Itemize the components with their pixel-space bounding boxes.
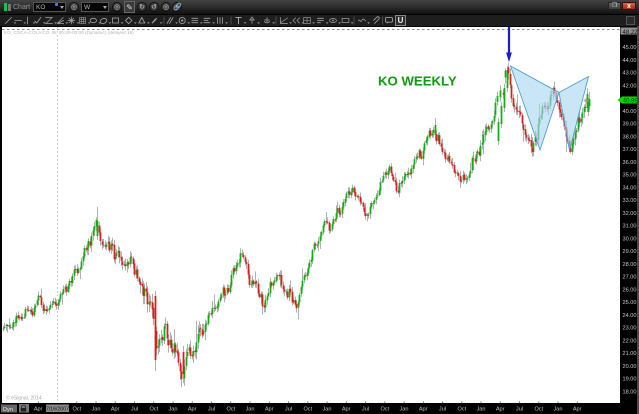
svg-text:23.00: 23.00 — [623, 326, 637, 332]
svg-text:Jan: Jan — [553, 407, 562, 413]
svg-text:KO, COCA-COLA CO, W, 00:00-00:: KO, COCA-COLA CO, W, 00:00-00:00 (Dynami… — [4, 30, 134, 35]
svg-text:32.00: 32.00 — [623, 211, 637, 217]
svg-text:27.00: 27.00 — [623, 275, 637, 281]
svg-text:Oct: Oct — [380, 407, 389, 413]
svg-text:19.00: 19.00 — [623, 377, 637, 383]
svg-text:43.00: 43.00 — [623, 71, 637, 77]
svg-text:26.00: 26.00 — [623, 287, 637, 293]
svg-text:Oct: Oct — [303, 407, 312, 413]
svg-text:45.00: 45.00 — [623, 45, 637, 51]
svg-text:33.00: 33.00 — [623, 198, 637, 204]
svg-text:Apr: Apr — [34, 407, 43, 413]
svg-text:Apr: Apr — [573, 407, 582, 413]
svg-text:Jan: Jan — [245, 407, 254, 413]
svg-text:40.00: 40.00 — [623, 109, 637, 115]
svg-text:Jan: Jan — [322, 407, 331, 413]
svg-text:39.00: 39.00 — [623, 122, 637, 128]
svg-text:Dyn: Dyn — [3, 407, 13, 413]
svg-text:Jul: Jul — [131, 407, 138, 413]
svg-text:Jul: Jul — [516, 407, 523, 413]
svg-text:KO WEEKLY: KO WEEKLY — [378, 74, 457, 89]
svg-text:Jan: Jan — [91, 407, 100, 413]
svg-text:Apr: Apr — [419, 407, 428, 413]
svg-text:Jan: Jan — [476, 407, 485, 413]
svg-text:38.00: 38.00 — [623, 134, 637, 140]
svg-text:Oct: Oct — [72, 407, 81, 413]
svg-text:25.00: 25.00 — [623, 300, 637, 306]
svg-text:Oct: Oct — [149, 407, 158, 413]
svg-text:Oct: Oct — [534, 407, 543, 413]
svg-text:34.00: 34.00 — [623, 185, 637, 191]
svg-text:Apr: Apr — [111, 407, 120, 413]
svg-text:20.00: 20.00 — [623, 364, 637, 370]
svg-text:Jan: Jan — [399, 407, 408, 413]
svg-text:Jul: Jul — [285, 407, 292, 413]
svg-text:18.00: 18.00 — [623, 389, 637, 395]
svg-text:Jul: Jul — [439, 407, 446, 413]
svg-text:© eSignal, 2014: © eSignal, 2014 — [6, 395, 42, 402]
svg-text:29.00: 29.00 — [623, 249, 637, 255]
svg-text:37.00: 37.00 — [623, 147, 637, 153]
svg-text:Apr: Apr — [188, 407, 197, 413]
svg-text:Apr: Apr — [265, 407, 274, 413]
svg-text:Apr: Apr — [342, 407, 351, 413]
svg-text:Oct: Oct — [457, 407, 466, 413]
svg-text:36.00: 36.00 — [623, 160, 637, 166]
svg-text:Jan: Jan — [168, 407, 177, 413]
svg-text:22.00: 22.00 — [623, 338, 637, 344]
svg-text:42.00: 42.00 — [623, 84, 637, 90]
svg-text:44.00: 44.00 — [623, 58, 637, 64]
svg-text:30.00: 30.00 — [623, 236, 637, 242]
svg-text:Jul: Jul — [362, 407, 369, 413]
svg-text:40.99: 40.99 — [623, 99, 639, 105]
svg-text:Oct: Oct — [226, 407, 235, 413]
svg-text:7/16/2007: 7/16/2007 — [46, 407, 69, 413]
svg-text:21.00: 21.00 — [623, 351, 637, 357]
svg-text:Apr: Apr — [496, 407, 505, 413]
svg-text:35.00: 35.00 — [623, 173, 637, 179]
svg-text:31.00: 31.00 — [623, 224, 637, 230]
svg-text:28.00: 28.00 — [623, 262, 637, 268]
svg-text:48.22: 48.22 — [623, 30, 639, 36]
svg-text:24.00: 24.00 — [623, 313, 637, 319]
svg-text:Jul: Jul — [208, 407, 215, 413]
